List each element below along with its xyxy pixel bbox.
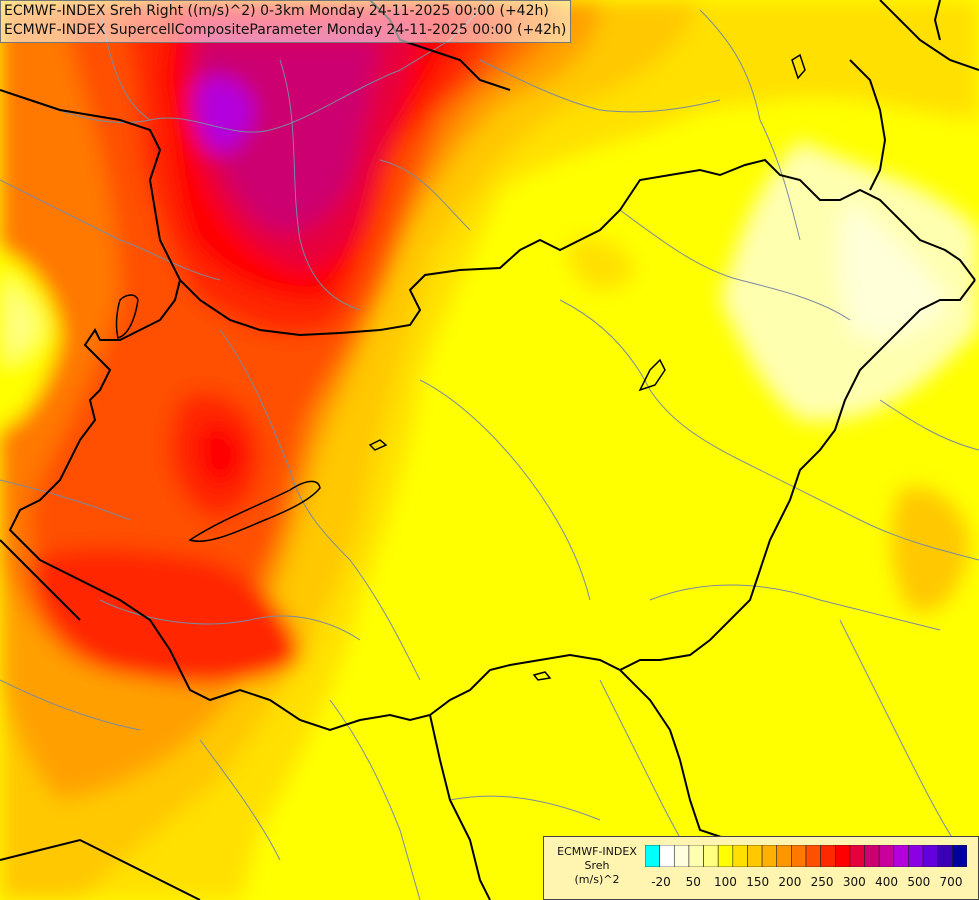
legend-tick-label: -20 (651, 875, 671, 889)
legend-swatch (893, 845, 909, 867)
legend-title-line-1: ECMWF-INDEX (557, 845, 637, 858)
legend-tick-label: 150 (746, 875, 770, 889)
header-line-2: ECMWF-INDEX SupercellCompositeParameter … (4, 22, 567, 38)
legend-swatch (703, 845, 719, 867)
legend-swatch (849, 845, 865, 867)
legend-swatch (673, 845, 690, 867)
lake-outlines (115, 53, 806, 681)
legend-tick-label: 400 (875, 875, 898, 889)
legend-swatch (908, 845, 924, 867)
legend-swatch (834, 845, 851, 867)
legend-swatch (878, 845, 895, 867)
legend-swatch (791, 845, 807, 867)
color-legend: ECMWF-INDEX Sreh (m/s)^2 -20 50 100 150 200 2… (543, 836, 979, 900)
legend-swatch (805, 845, 821, 867)
legend-tick-label: 700 (939, 875, 963, 889)
legend-swatch (922, 845, 939, 867)
legend-tick-label: 250 (810, 875, 834, 889)
legend-swatch (776, 845, 792, 867)
legend-title-line-3: (m/s)^2 (574, 873, 620, 886)
legend-swatch (747, 845, 763, 867)
legend-color-bar (645, 845, 967, 867)
legend-swatch (645, 845, 660, 867)
map-header: ECMWF-INDEX Sreh Right ((m/s)^2) 0-3km M… (0, 0, 572, 43)
legend-swatch (937, 845, 953, 867)
legend-swatch (688, 845, 704, 867)
legend-swatch (864, 845, 880, 867)
legend-swatch (820, 845, 836, 867)
legend-tick-labels: -20 50 100 150 200 250 300 400 500 700 (645, 875, 975, 891)
legend-swatch (659, 845, 675, 867)
legend-tick-label: 200 (778, 875, 802, 889)
legend-swatch (952, 845, 967, 867)
legend-tick-label: 100 (713, 875, 737, 889)
legend-swatch (717, 845, 734, 867)
legend-title-line-2: Sreh (584, 859, 610, 872)
legend-tick-label: 300 (842, 875, 866, 889)
legend-swatch (761, 845, 778, 867)
legend-title: ECMWF-INDEX Sreh (m/s)^2 (550, 845, 644, 887)
legend-tick-label: 500 (907, 875, 931, 889)
legend-tick-label: 50 (685, 875, 701, 889)
legend-swatch (732, 845, 748, 867)
header-line-1: ECMWF-INDEX Sreh Right ((m/s)^2) 0-3km M… (4, 3, 549, 19)
